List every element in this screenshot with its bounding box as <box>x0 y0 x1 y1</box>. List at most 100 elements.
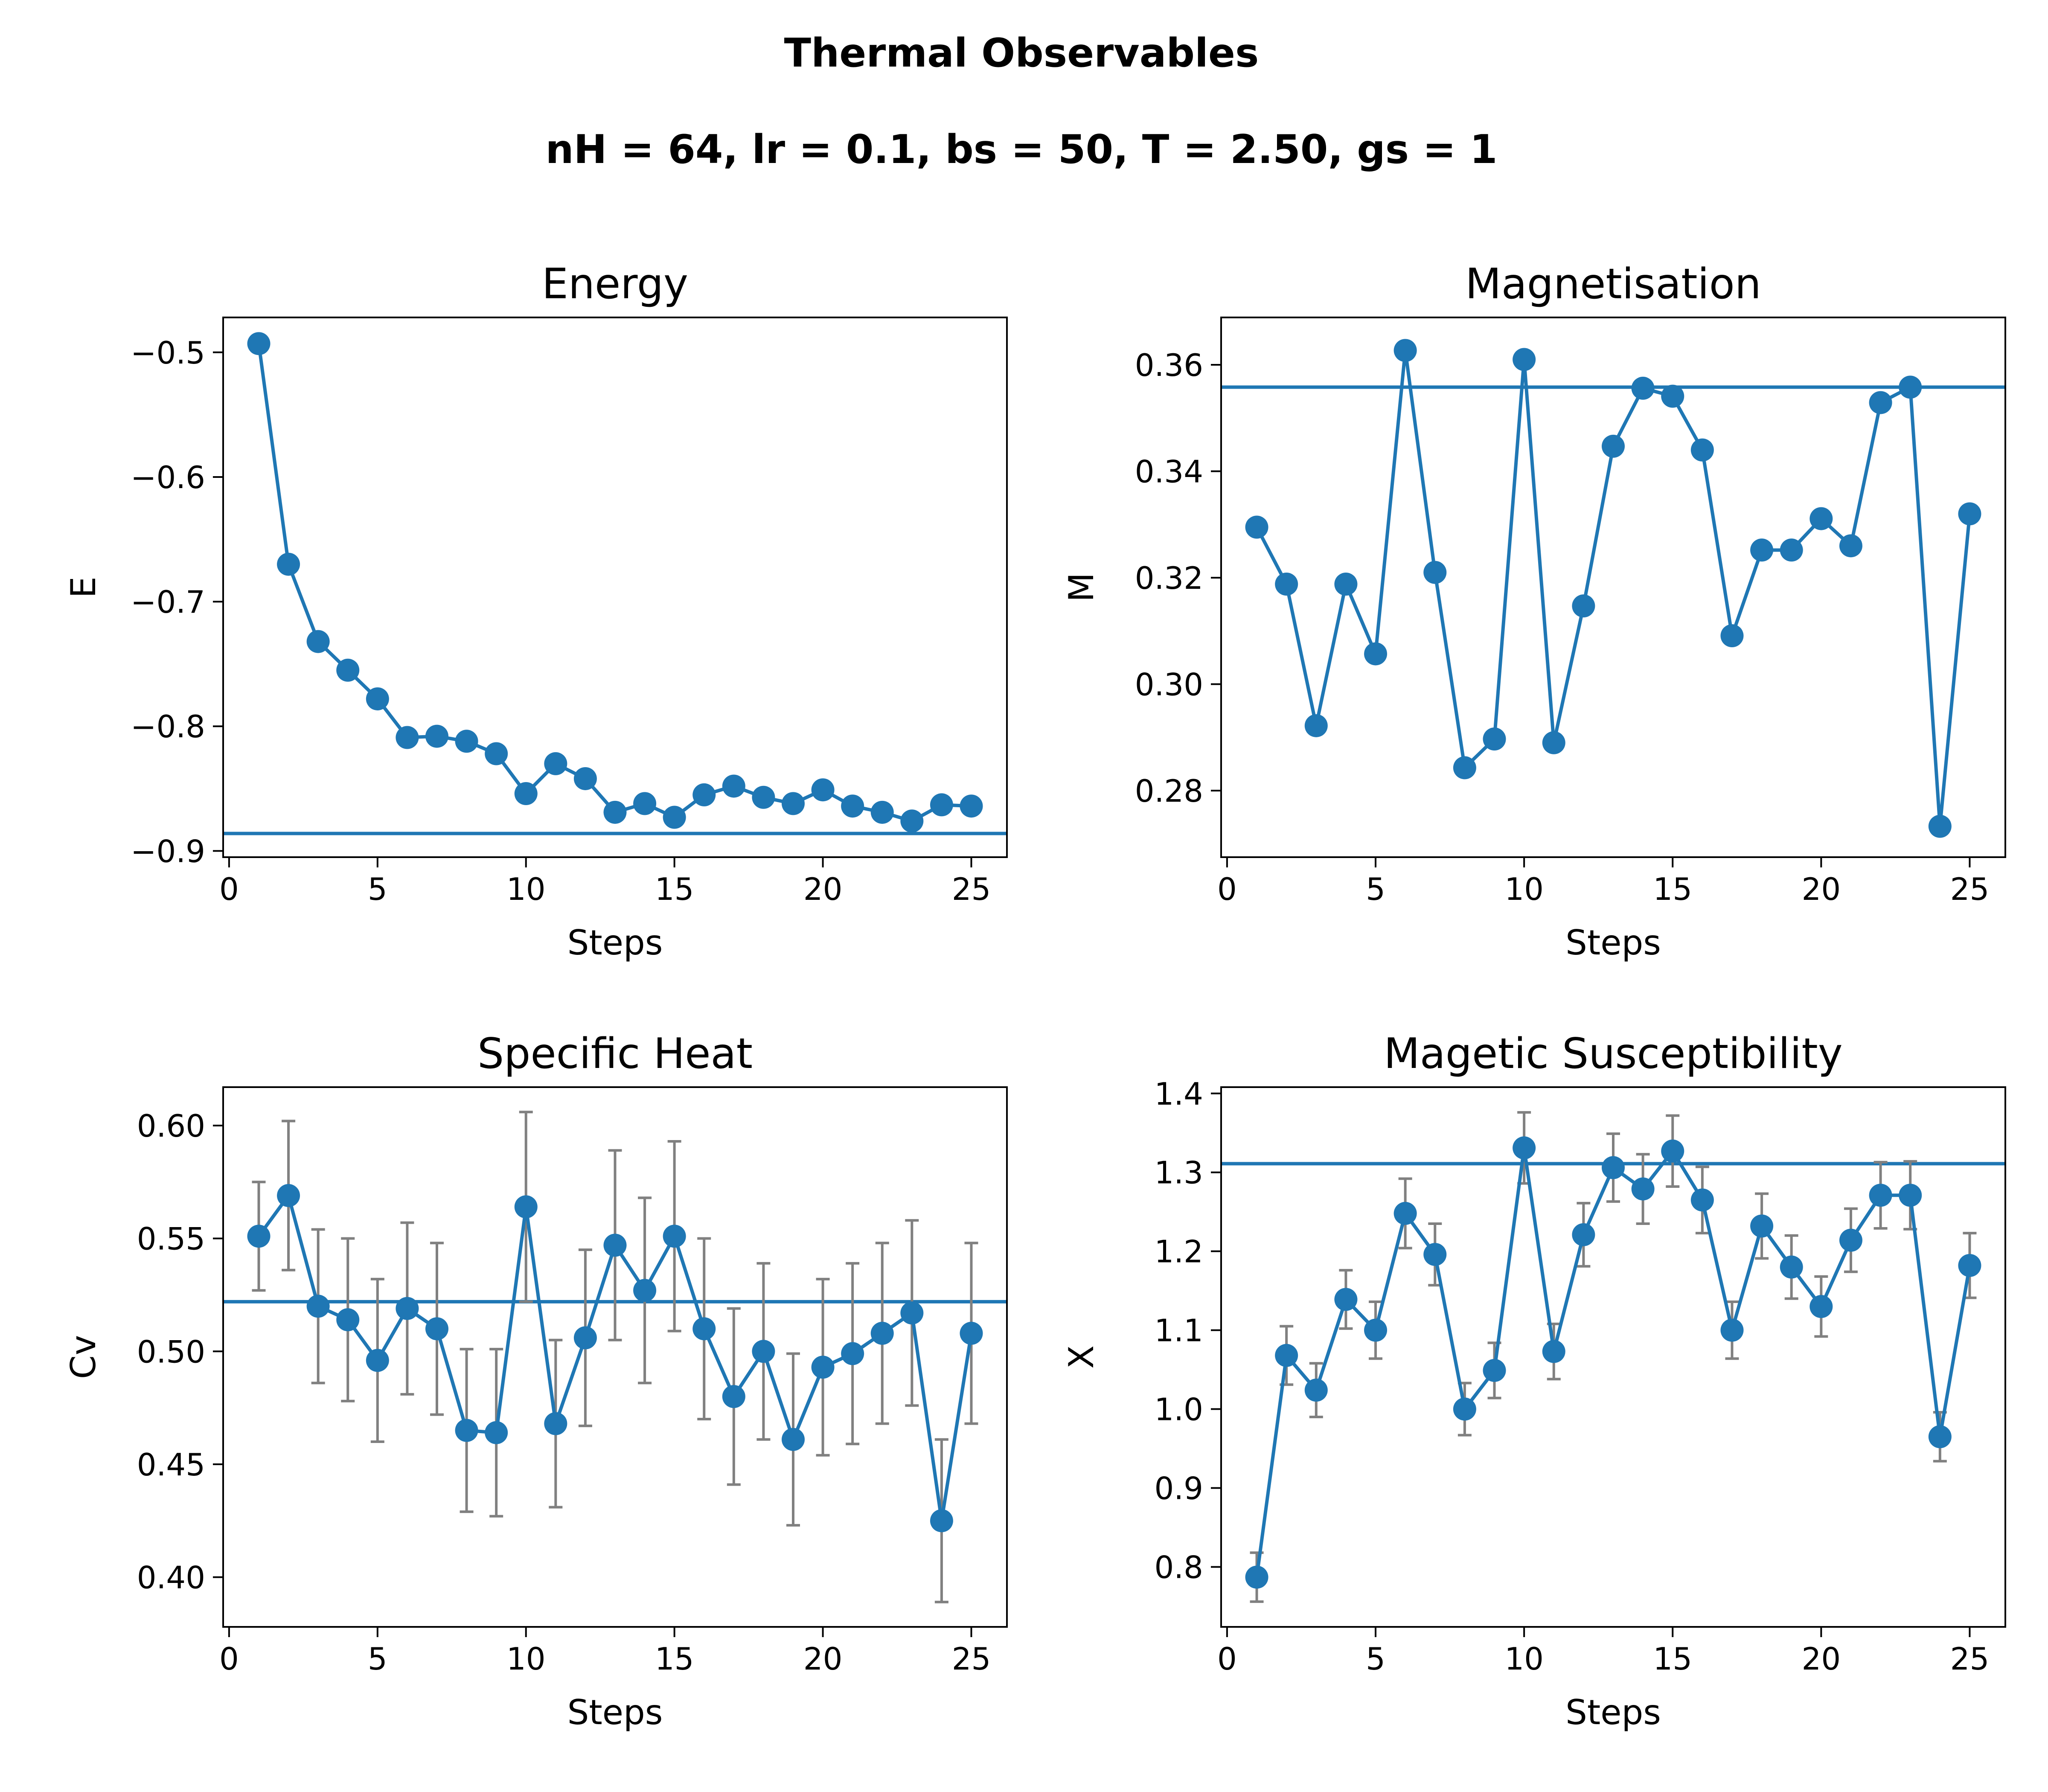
specific-heat-xtick-label: 0 <box>219 1641 239 1677</box>
susceptibility-point <box>1839 1228 1862 1252</box>
energy-xtick-label: 20 <box>803 871 843 907</box>
figure-subtitle: nH = 64, lr = 0.1, bs = 50, T = 2.50, gs… <box>545 126 1497 172</box>
susceptibility-xtick-label: 15 <box>1653 1641 1692 1677</box>
specific-heat-ytick-label: 0.40 <box>137 1560 205 1596</box>
susceptibility-point <box>1958 1254 1981 1277</box>
specific-heat-xtick-label: 15 <box>655 1641 694 1677</box>
energy-xtick-label: 15 <box>655 871 694 907</box>
magnetisation-ytick-label: 0.32 <box>1135 560 1203 596</box>
energy-ytick-label: −0.6 <box>131 460 205 495</box>
specific-heat-xtick-label: 20 <box>803 1641 843 1677</box>
susceptibility-axes-frame <box>1220 1086 2006 1628</box>
specific-heat-point <box>306 1295 330 1318</box>
energy-ytick-label: −0.9 <box>131 833 205 869</box>
susceptibility-ytick-label: 0.9 <box>1154 1471 1203 1507</box>
magnetisation-point <box>1572 594 1595 618</box>
energy-point <box>425 724 448 748</box>
specific-heat-axes-frame <box>222 1086 1008 1628</box>
magnetisation-point <box>1542 731 1565 754</box>
specific-heat-point <box>633 1279 657 1302</box>
energy-point <box>722 774 745 798</box>
energy-point <box>514 782 538 806</box>
specific-heat-title: Specific Heat <box>477 1030 753 1078</box>
specific-heat-point <box>900 1301 924 1325</box>
magnetisation-ytick-label: 0.30 <box>1135 667 1203 703</box>
magnetisation-point <box>1513 348 1536 371</box>
specific-heat-point <box>573 1326 597 1350</box>
energy-point <box>573 767 597 790</box>
specific-heat-xtick-label: 10 <box>506 1641 546 1677</box>
energy-point <box>663 806 686 829</box>
energy-point <box>277 553 300 576</box>
specific-heat-point <box>663 1225 686 1248</box>
susceptibility-point <box>1245 1565 1268 1589</box>
magnetisation-ylabel: M <box>1062 573 1101 602</box>
energy-point <box>336 658 360 682</box>
specific-heat-point <box>841 1342 864 1365</box>
energy-axes-frame <box>222 317 1008 858</box>
specific-heat-point <box>247 1225 271 1248</box>
magnetisation-point <box>1245 515 1268 539</box>
susceptibility-title: Magetic Susceptibility <box>1384 1030 1843 1078</box>
magnetisation-point <box>1899 375 1922 399</box>
figure-title: Thermal Observables <box>784 30 1259 76</box>
magnetisation-xtick-label: 0 <box>1217 871 1237 907</box>
energy-point <box>870 800 894 824</box>
susceptibility-xtick-label: 0 <box>1217 1641 1237 1677</box>
specific-heat-xtick-label: 5 <box>368 1641 387 1677</box>
specific-heat-ytick-label: 0.50 <box>137 1334 205 1370</box>
susceptibility-ytick-label: 1.2 <box>1154 1234 1203 1270</box>
energy-ylabel: E <box>64 576 103 598</box>
specific-heat-point <box>485 1421 508 1444</box>
magnetisation-point <box>1928 815 1952 838</box>
energy-point <box>544 752 567 775</box>
specific-heat-point <box>692 1317 716 1341</box>
energy-point <box>366 687 389 710</box>
specific-heat-panel: Specific Heat 0 5 10 15 20 25 0.40 0.45 0.50 0.55 0… <box>64 1030 1008 1732</box>
specific-heat-point <box>930 1509 953 1533</box>
energy-point <box>633 792 657 815</box>
energy-point <box>485 742 508 765</box>
energy-point <box>247 332 271 355</box>
specific-heat-point <box>455 1419 478 1442</box>
susceptibility-point <box>1690 1188 1714 1212</box>
specific-heat-point <box>514 1195 538 1219</box>
specific-heat-ytick-label: 0.55 <box>137 1221 205 1257</box>
susceptibility-point <box>1423 1243 1447 1266</box>
energy-point <box>396 726 419 749</box>
specific-heat-point <box>544 1412 567 1435</box>
energy-panel: Energy 0 5 10 15 20 25 −0.5 −0.6 −0.7 −0.8 −0.9 Step… <box>64 260 1008 963</box>
specific-heat-point <box>870 1321 894 1345</box>
magnetisation-point <box>1690 438 1714 462</box>
susceptibility-point <box>1602 1156 1625 1179</box>
susceptibility-xtick-label: 25 <box>1950 1641 1990 1677</box>
susceptibility-point <box>1393 1201 1417 1225</box>
magnetisation-xtick-label: 25 <box>1950 871 1990 907</box>
specific-heat-xlabel: Steps <box>567 1693 663 1732</box>
susceptibility-point <box>1899 1184 1922 1207</box>
susceptibility-point <box>1304 1379 1328 1402</box>
energy-point <box>930 793 953 817</box>
magnetisation-point <box>1423 561 1447 584</box>
magnetisation-ytick-label: 0.34 <box>1135 454 1203 490</box>
magnetisation-xtick-label: 10 <box>1504 871 1544 907</box>
susceptibility-ytick-label: 1.1 <box>1154 1313 1203 1349</box>
specific-heat-point <box>960 1321 983 1345</box>
magnetisation-point <box>1304 714 1328 737</box>
energy-point <box>752 785 775 809</box>
susceptibility-xlabel: Steps <box>1565 1693 1661 1732</box>
energy-point <box>306 630 330 653</box>
energy-xtick-label: 5 <box>368 871 387 907</box>
energy-point <box>900 809 924 833</box>
magnetisation-axes-frame <box>1220 317 2006 858</box>
specific-heat-point <box>811 1356 835 1379</box>
energy-xtick-label: 0 <box>219 871 239 907</box>
magnetisation-point <box>1631 376 1655 400</box>
specific-heat-point <box>336 1308 360 1332</box>
specific-heat-point <box>366 1349 389 1372</box>
susceptibility-ylabel: X <box>1062 1345 1101 1369</box>
magnetisation-point <box>1334 573 1358 596</box>
susceptibility-point <box>1720 1318 1744 1342</box>
energy-point <box>455 730 478 753</box>
